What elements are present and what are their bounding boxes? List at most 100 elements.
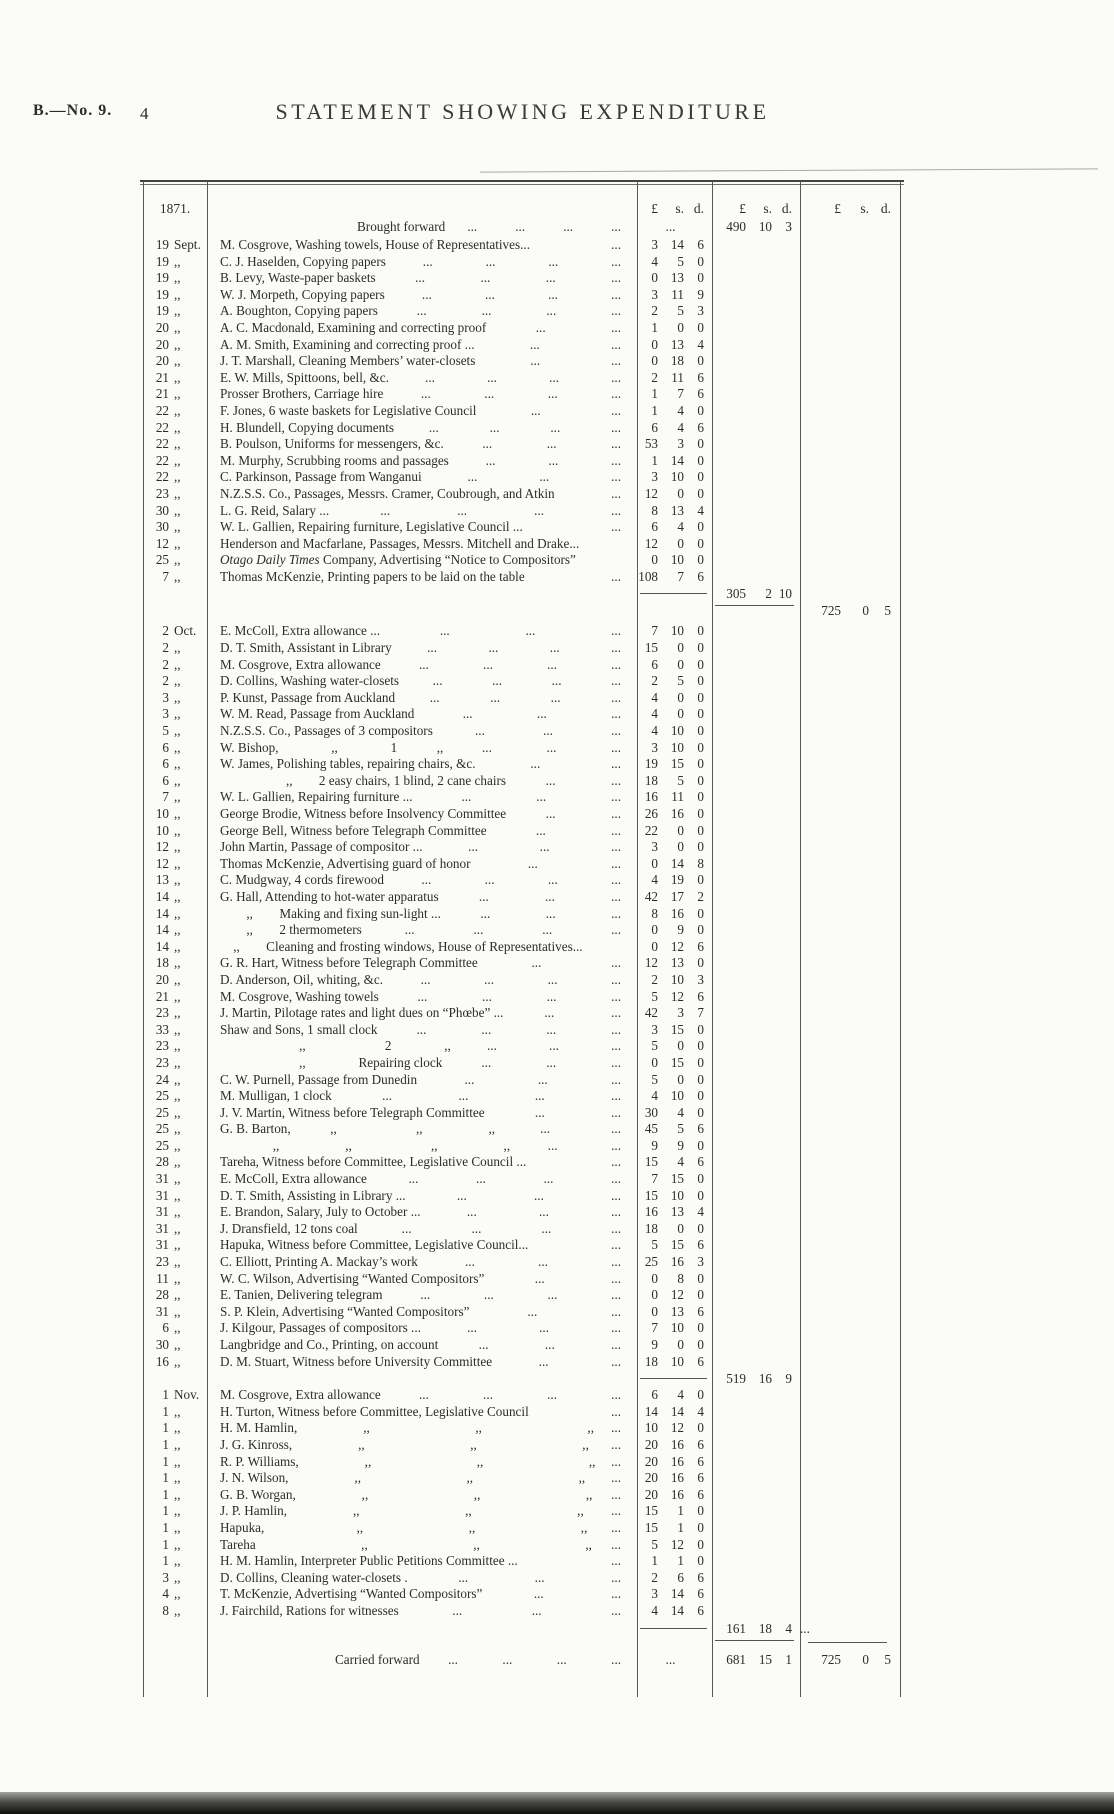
amount-cell [800,839,901,856]
table-row: 4,, T. McKenzie, Advertising “Wanted Comp… [143,1586,901,1603]
shillings: 15 [670,756,684,772]
date-cell: 23,, [143,1254,207,1271]
pounds: 3 [651,1586,658,1602]
shillings: 12 [670,1420,684,1436]
sum-rule-cell [712,602,800,620]
amount-cell [800,773,901,790]
leader-dots: ... [542,922,553,938]
leader-dots: ... [535,822,546,838]
pounds: 26 [644,806,658,821]
entry-description: M. Cosgrove, Extra allowance............ [207,657,637,674]
entry-text: W. James, Polishing tables, repairing ch… [220,756,476,772]
table-row: 20,, D. Anderson, Oil, whiting, &c.......… [143,972,901,989]
ditto-mark: ,, [174,1187,181,1203]
shillings-header: s. [675,201,684,217]
leader-dots: ... [530,402,541,418]
entry-day: 14 [155,922,169,938]
entry-description-italic: Otago Daily Times [220,552,320,568]
entry-day: 23 [155,1005,169,1021]
amount-cell: 20 16 6 [637,1437,712,1454]
subtotal-amount: 305 2 10 [712,585,800,602]
table-row: 33,, Shaw and Sons, 1 small clock........… [143,1022,901,1039]
leader-dots: ... [611,1420,621,1436]
ditto-mark: ,, [174,1470,181,1486]
pounds: 3 [651,237,658,252]
leader-dots: ... [530,756,541,772]
page-title: STATEMENT SHOWING EXPENDITURE [275,99,770,124]
amount-cell [800,823,901,840]
leader-dots: ... [540,1121,551,1137]
entry-text: D. M. Stuart, Witness before University … [220,1353,493,1369]
amount-cell [712,906,800,923]
ditto-mark: ,, [174,1171,181,1187]
pounds: 0 [651,855,658,871]
shillings: 10 [670,623,684,639]
amount-cell [800,1055,901,1072]
pounds: 3 [651,469,658,485]
leader-dots: ... [611,303,622,319]
entry-text: A. M. Smith, Examining and correcting pr… [220,336,475,352]
ditto-mark: ,, [174,452,181,468]
section-november: 1 Nov. M. Cosgrove, Extra allowance.......… [143,1387,901,1619]
leader-dots: ... [536,706,547,722]
amount-cell: 0 10 0 [637,552,712,569]
ditto-mark: ,, [174,1353,181,1369]
amount-cell: 8 16 0 [637,906,712,923]
ditto-mark: ,, [174,1519,181,1535]
entry-text: W. C. Wilson, Advertising “Wanted Compos… [220,1270,485,1286]
top-rule [480,168,1098,173]
shillings: 9 [677,922,684,938]
entry-description: C. Parkinson, Passage from Wanganui.....… [207,469,637,486]
pence: 0 [697,839,704,855]
entry-day: 23 [155,1038,169,1054]
shillings: 4 [677,1104,684,1120]
entry-day: 1 [162,1453,169,1469]
entry-day: 31 [155,1187,169,1203]
date-cell: 33,, [143,1022,207,1039]
entry-text: Company, Advertising “Notice to Composit… [319,552,576,568]
leader-dots: ... [421,286,432,302]
pounds: 19 [644,756,658,772]
leader-dots: ... [489,419,500,435]
pence: 0 [697,789,704,805]
ditto-mark: ,, [174,336,181,352]
entry-day: 14 [155,938,169,954]
shillings: 0 [677,656,684,672]
leader-dots: ... [448,1651,458,1667]
entry-text: F. Jones, 6 waste baskets for Legislativ… [220,402,477,418]
ditto-mark: ,, [174,286,181,302]
entry-description: J. V. Martin, Witness before Telegraph C… [207,1105,637,1122]
pence: 9 [697,286,704,302]
shillings: 16 [670,1470,684,1486]
amount-cell [800,623,901,640]
date-cell: 14,, [143,939,207,956]
amount-cell [800,1271,901,1288]
date-cell: 3,, [143,706,207,723]
amount-cell [800,1005,901,1022]
leader-dots: ... [482,739,492,755]
pounds: 4 [651,706,658,722]
entry-text: Henderson and Macfarlane, Passages, Mess… [220,535,580,551]
pence: 0 [697,469,704,485]
amount-cell [800,320,901,337]
leader-dots: ... [546,1054,557,1070]
pence: 0 [697,905,704,921]
entry-text: Thomas McKenzie, Advertising guard of ho… [220,855,471,871]
amount-cell [712,337,800,354]
leader-dots: ... [468,839,479,855]
entry-text: W. L. Gallien, Repairing furniture ... [220,789,413,805]
entry-text: D. Anderson, Oil, whiting, &c. [220,971,384,987]
year-label: 1871. [159,201,191,217]
date-cell: 6,, [143,1320,207,1337]
ditto-mark: ,, [174,319,181,335]
shillings: 5 [677,772,684,788]
table-row: 18,, G. R. Hart, Witness before Telegraph… [143,955,901,972]
entry-month: Nov. [174,1387,200,1403]
pounds: 0 [651,270,658,286]
amount-cell [800,922,901,939]
leader-dots: ... [538,1204,549,1220]
pence: 4 [697,336,704,352]
date-cell: 23,, [143,1055,207,1072]
leader-dots: ... [488,640,499,656]
